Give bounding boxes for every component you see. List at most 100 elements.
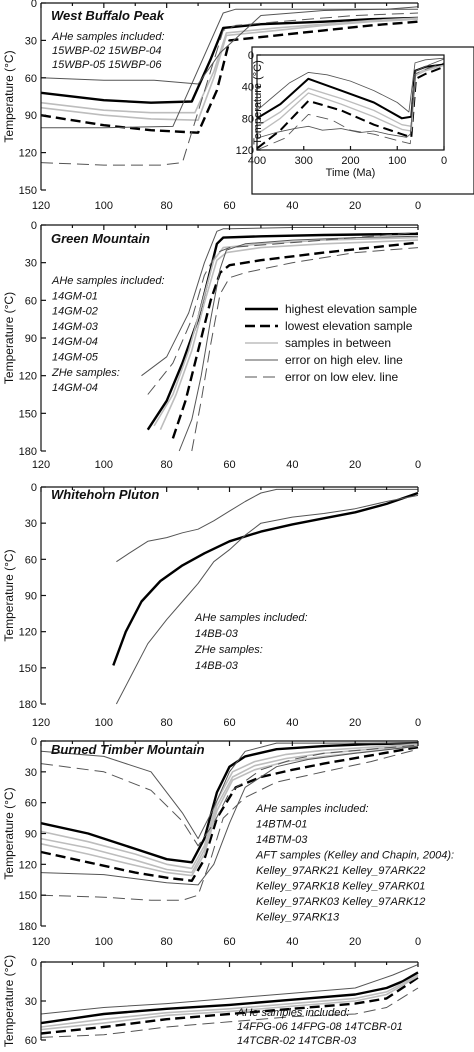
inset-y-tick-label: 0 [248, 50, 254, 62]
series-errhigh-6 [178, 235, 419, 452]
annotation-line: 14GM-03 [52, 321, 99, 333]
series-errhigh-6 [40, 6, 419, 85]
inset-y-axis-label: Temperature (°C) [252, 60, 264, 144]
inset-series-errhigh-5 [256, 57, 445, 113]
series-errlow-9 [40, 748, 419, 901]
series-lowest-2 [40, 746, 419, 882]
panel-3: 0 30 60 90 120 150 180 120 100 80 60 40 20 0 Temperatu… [2, 482, 421, 729]
x-tick-label: 80 [161, 936, 173, 948]
series-between-4 [159, 239, 419, 431]
series-between-3 [40, 974, 419, 1028]
y-tick-label: 150 [19, 890, 37, 902]
x-tick-label: 60 [223, 936, 235, 948]
y-tick-label: 150 [19, 408, 37, 420]
series-errlow-8 [40, 744, 419, 847]
series-errhigh-5 [40, 964, 419, 1015]
annotation-line: 14GM-04 [52, 336, 98, 348]
y-tick-label: 60 [25, 554, 37, 566]
series-errhigh-5 [41, 8, 418, 129]
panel-title: West Buffalo Peak [51, 8, 165, 23]
y-tick-label: 0 [31, 957, 37, 969]
annotation-line: ZHe samples: [194, 644, 263, 656]
y-tick-label: 90 [25, 591, 37, 603]
x-tick-label: 20 [349, 459, 361, 471]
y-tick-label: 90 [25, 333, 37, 345]
series-highest-1 [146, 232, 419, 431]
y-tick-label: 0 [31, 220, 37, 232]
inset-x-tick-label: 0 [441, 155, 447, 167]
y-tick-label: 30 [25, 767, 37, 779]
y-tick-label: 120 [19, 148, 37, 160]
legend-label: lowest elevation sample [285, 319, 413, 333]
y-tick-label: 0 [31, 482, 37, 494]
x-tick-label: 20 [349, 936, 361, 948]
annotation-line: 15WBP-05 15WBP-06 [52, 59, 162, 71]
inset-y-tick-label: 120 [236, 145, 254, 157]
y-tick-label: 120 [19, 371, 37, 383]
x-tick-label: 120 [32, 200, 50, 212]
y-axis-label: Temperature (°C) [2, 292, 16, 384]
annotation-line: ZHe samples: [51, 367, 120, 379]
y-tick-label: 150 [19, 185, 37, 197]
series-lowest-2 [171, 241, 419, 439]
series-errlow-7 [40, 12, 419, 166]
y-tick-label: 0 [31, 736, 37, 748]
y-tick-label: 150 [19, 663, 37, 675]
y-tick-label: 180 [19, 699, 37, 711]
series-between-4 [40, 18, 419, 121]
panel-title: Green Mountain [51, 231, 150, 246]
annotation-line: AHe samples included: [236, 1007, 350, 1019]
series-lowest-2 [40, 20, 419, 134]
x-tick-label: 120 [32, 717, 50, 729]
x-tick-label: 60 [223, 459, 235, 471]
y-tick-label: 180 [19, 921, 37, 933]
series-highest-1 [40, 16, 419, 104]
x-tick-label: 40 [286, 459, 298, 471]
panel-4: 0 30 60 90 120 150 180 120 100 80 60 40 20 0 Temperatu… [2, 736, 454, 948]
inset-y-tick-label: 80 [242, 113, 254, 125]
x-tick-label: 20 [349, 200, 361, 212]
annotation-line: 14GM-05 [52, 352, 99, 364]
inset-x-tick-label: 100 [388, 155, 406, 167]
x-tick-label: 0 [415, 717, 421, 729]
x-tick-label: 100 [95, 200, 113, 212]
annotation-line: Kelley_97ARK21 Kelley_97ARK22 [256, 865, 425, 877]
annotation-line: 14BTM-03 [256, 834, 308, 846]
inset-y-tick-label: 40 [242, 82, 254, 94]
legend-label: highest elevation sample [285, 302, 417, 316]
y-tick-label: 180 [19, 446, 37, 458]
annotation-line: 14BTM-01 [256, 819, 307, 831]
annotation-line: 14GM-04 [52, 382, 98, 394]
y-tick-label: 30 [25, 518, 37, 530]
inset-x-tick-label: 400 [248, 155, 266, 167]
series-between-4 [40, 975, 419, 1031]
annotation-line: AHe samples included: [255, 803, 369, 815]
x-tick-label: 20 [349, 717, 361, 729]
y-axis-label: Temperature (°C) [2, 955, 16, 1047]
series-highest-1 [40, 741, 419, 864]
annotation-line: 15WBP-02 15WBP-04 [52, 45, 161, 57]
inset-x-axis-label: Time (Ma) [326, 167, 376, 179]
y-tick-label: 60 [25, 295, 37, 307]
y-tick-label: 60 [25, 1035, 37, 1047]
x-tick-label: 80 [161, 717, 173, 729]
x-tick-label: 40 [286, 200, 298, 212]
y-tick-label: 0 [31, 0, 37, 10]
y-tick-label: 90 [25, 110, 37, 122]
y-axis-label: Temperature (°C) [2, 787, 16, 879]
y-tick-label: 120 [19, 859, 37, 871]
series-errhigh-2 [116, 488, 418, 563]
x-tick-label: 120 [32, 936, 50, 948]
y-tick-label: 60 [25, 798, 37, 810]
annotation-line: 14BB-03 [195, 628, 239, 640]
x-tick-label: 60 [223, 200, 235, 212]
panel-title: Whitehorn Pluton [51, 487, 159, 502]
annotation-line: AHe samples included: [51, 275, 165, 287]
x-tick-label: 40 [286, 717, 298, 729]
inset-series-errhigh-6 [256, 58, 445, 139]
annotation-line: AHe samples included: [51, 31, 165, 43]
x-tick-label: 100 [95, 936, 113, 948]
